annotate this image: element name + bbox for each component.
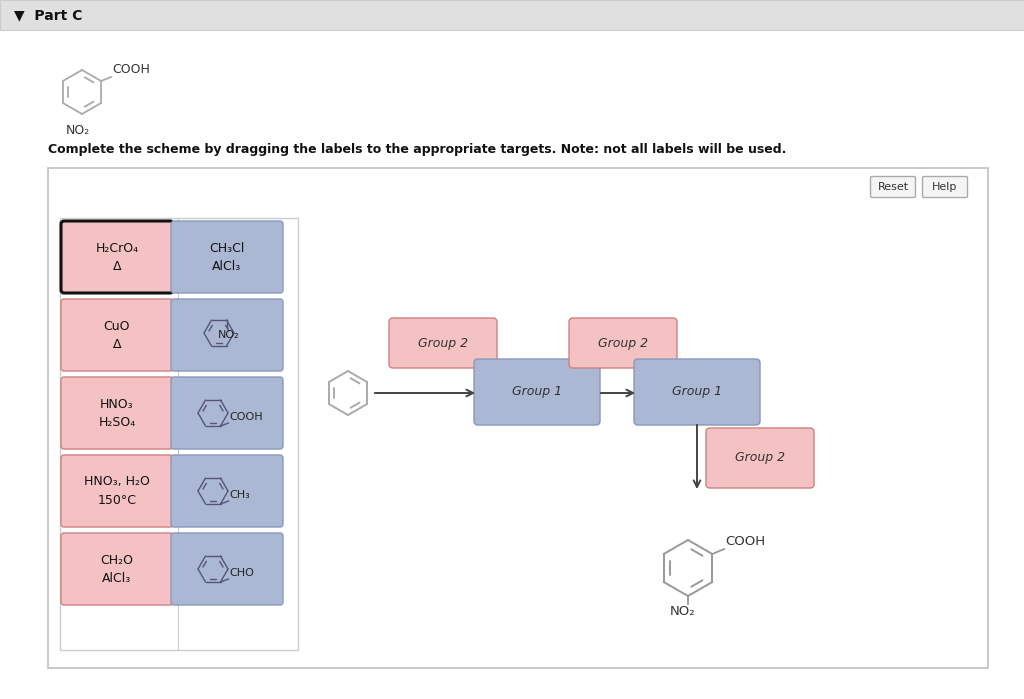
Text: Help: Help <box>932 182 957 192</box>
FancyBboxPatch shape <box>61 377 173 449</box>
Text: Group 2: Group 2 <box>418 336 468 350</box>
Text: Δ: Δ <box>113 259 121 273</box>
Text: CH₃: CH₃ <box>229 490 250 500</box>
Text: ▼  Part C: ▼ Part C <box>14 8 82 22</box>
Text: Reset: Reset <box>878 182 908 192</box>
FancyBboxPatch shape <box>60 218 298 650</box>
Text: H₂SO₄: H₂SO₄ <box>98 415 135 428</box>
Text: COOH: COOH <box>725 535 765 548</box>
Text: Group 1: Group 1 <box>512 386 562 398</box>
Text: NO₂: NO₂ <box>670 605 696 618</box>
FancyBboxPatch shape <box>171 533 283 605</box>
Text: Δ: Δ <box>113 338 121 350</box>
Text: NO₂: NO₂ <box>66 124 90 137</box>
Text: AlCl₃: AlCl₃ <box>212 259 242 273</box>
FancyBboxPatch shape <box>0 0 1024 30</box>
Text: H₂CrO₄: H₂CrO₄ <box>95 241 138 254</box>
Text: COOH: COOH <box>112 63 150 76</box>
Text: Group 2: Group 2 <box>735 452 785 465</box>
FancyBboxPatch shape <box>474 359 600 425</box>
Text: Complete the scheme by dragging the labels to the appropriate targets. Note: not: Complete the scheme by dragging the labe… <box>48 143 786 157</box>
FancyBboxPatch shape <box>61 533 173 605</box>
FancyBboxPatch shape <box>706 428 814 488</box>
Text: CHO: CHO <box>229 568 254 578</box>
Text: AlCl₃: AlCl₃ <box>102 572 132 584</box>
FancyBboxPatch shape <box>171 377 283 449</box>
FancyBboxPatch shape <box>870 177 915 198</box>
Text: COOH: COOH <box>229 412 263 422</box>
FancyBboxPatch shape <box>923 177 968 198</box>
FancyBboxPatch shape <box>171 299 283 371</box>
FancyBboxPatch shape <box>389 318 497 368</box>
Text: Group 1: Group 1 <box>672 386 722 398</box>
FancyBboxPatch shape <box>61 299 173 371</box>
Text: CH₃Cl: CH₃Cl <box>209 241 245 254</box>
FancyBboxPatch shape <box>171 221 283 293</box>
Text: 150°C: 150°C <box>97 493 136 507</box>
Text: Group 2: Group 2 <box>598 336 648 350</box>
FancyBboxPatch shape <box>48 168 988 668</box>
Text: CuO: CuO <box>103 319 130 333</box>
FancyBboxPatch shape <box>61 455 173 527</box>
Text: HNO₃: HNO₃ <box>100 398 134 410</box>
Text: HNO₃, H₂O: HNO₃, H₂O <box>84 475 150 489</box>
FancyBboxPatch shape <box>634 359 760 425</box>
FancyBboxPatch shape <box>569 318 677 368</box>
FancyBboxPatch shape <box>171 455 283 527</box>
Text: CH₂O: CH₂O <box>100 554 133 566</box>
FancyBboxPatch shape <box>61 221 173 293</box>
Text: NO₂: NO₂ <box>218 330 240 340</box>
